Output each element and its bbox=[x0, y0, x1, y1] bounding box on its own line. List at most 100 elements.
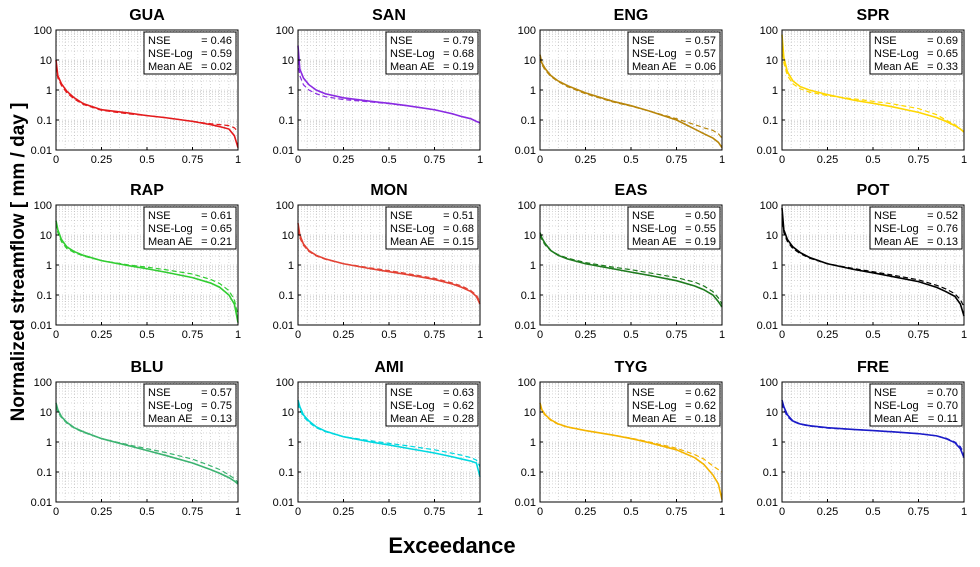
x-tick-label: 0.5 bbox=[139, 506, 154, 518]
series-simulated-line bbox=[297, 229, 481, 302]
y-tick-label: 0.01 bbox=[757, 145, 778, 157]
stat-value: = 0.13 bbox=[201, 413, 232, 425]
x-tick-label: 1 bbox=[235, 329, 241, 341]
x-tick-label: 1 bbox=[235, 506, 241, 518]
panel-eas: EAS 0 0.25 0.5 0.75 1 0.01 0.1 1 10 100 NSE = 0.50 NS… bbox=[515, 182, 725, 341]
x-tick-label: 0 bbox=[295, 154, 301, 166]
x-tick-label: 0.5 bbox=[139, 329, 154, 341]
y-tick-label: 10 bbox=[282, 230, 294, 242]
series-observed-line bbox=[539, 402, 723, 500]
stat-value: = 0.65 bbox=[201, 223, 232, 235]
y-tick-label: 10 bbox=[766, 55, 778, 67]
stat-label: NSE-Log bbox=[874, 223, 919, 235]
x-tick-label: 0 bbox=[53, 506, 59, 518]
series-simulated-line bbox=[55, 66, 239, 133]
x-tick-label: 0.25 bbox=[817, 154, 838, 166]
y-tick-label: 0.01 bbox=[273, 320, 294, 332]
series-simulated-line bbox=[539, 57, 723, 139]
x-tick-label: 0.25 bbox=[817, 506, 838, 518]
stat-value: = 0.19 bbox=[443, 61, 474, 73]
stat-label: NSE bbox=[390, 210, 413, 222]
x-tick-label: 1 bbox=[961, 506, 967, 518]
y-tick-label: 10 bbox=[40, 407, 52, 419]
stats-box bbox=[627, 31, 721, 75]
stat-label: NSE-Log bbox=[632, 400, 677, 412]
x-tick-label: 1 bbox=[235, 154, 241, 166]
y-tick-label: 0.01 bbox=[757, 497, 778, 509]
x-tick-label: 0.25 bbox=[91, 154, 112, 166]
stat-label: Mean AE bbox=[148, 61, 193, 73]
y-tick-label: 0.1 bbox=[521, 290, 536, 302]
y-tick-label: 1 bbox=[288, 260, 294, 272]
x-tick-label: 1 bbox=[719, 506, 725, 518]
stat-value: = 0.57 bbox=[201, 387, 232, 399]
y-tick-label: 100 bbox=[518, 200, 536, 212]
y-tick-label: 0.01 bbox=[273, 497, 294, 509]
y-tick-label: 10 bbox=[40, 230, 52, 242]
x-tick-label: 0.25 bbox=[333, 329, 354, 341]
x-tick-label: 0.75 bbox=[424, 329, 445, 341]
y-tick-label: 0.1 bbox=[37, 115, 52, 127]
series-observed-line bbox=[781, 399, 965, 458]
panel-eng: ENG 0 0.25 0.5 0.75 1 0.01 0.1 1 10 100 NSE = 0.57 NS… bbox=[515, 7, 725, 166]
stat-value: = 0.76 bbox=[927, 223, 958, 235]
series-simulated-line bbox=[781, 402, 965, 455]
stat-value: = 0.55 bbox=[685, 223, 716, 235]
series-simulated-line bbox=[539, 404, 723, 473]
stats-box bbox=[869, 383, 963, 427]
stat-label: Mean AE bbox=[632, 61, 677, 73]
x-tick-label: 0.5 bbox=[865, 506, 880, 518]
stat-value: = 0.51 bbox=[443, 210, 474, 222]
stat-value: = 0.11 bbox=[928, 413, 958, 425]
stats-box bbox=[869, 31, 963, 75]
series-observed-line bbox=[297, 399, 481, 477]
stats-box bbox=[627, 206, 721, 250]
stat-value: = 0.21 bbox=[201, 236, 232, 248]
x-tick-label: 0.5 bbox=[381, 329, 396, 341]
stats-box bbox=[385, 383, 479, 427]
stat-value: = 0.46 bbox=[201, 35, 232, 47]
series-observed-line bbox=[539, 232, 723, 308]
x-tick-label: 1 bbox=[719, 329, 725, 341]
panel-title: AMI bbox=[374, 359, 403, 376]
stat-label: NSE-Log bbox=[632, 223, 677, 235]
y-tick-label: 1 bbox=[288, 85, 294, 97]
panel-mon: MON 0 0.25 0.5 0.75 1 0.01 0.1 1 10 100 NSE = 0.51 NS… bbox=[273, 182, 483, 341]
x-tick-label: 0.25 bbox=[575, 329, 596, 341]
series-simulated-line bbox=[297, 402, 481, 468]
y-tick-label: 0.1 bbox=[763, 115, 778, 127]
x-tick-label: 0.5 bbox=[381, 154, 396, 166]
stat-label: NSE-Log bbox=[148, 223, 193, 235]
x-tick-label: 1 bbox=[477, 329, 483, 341]
stat-value: = 0.75 bbox=[201, 400, 232, 412]
stat-label: Mean AE bbox=[148, 413, 193, 425]
x-tick-label: 0.75 bbox=[182, 154, 203, 166]
panel-title: BLU bbox=[131, 359, 164, 376]
x-tick-label: 0.5 bbox=[381, 506, 396, 518]
x-tick-label: 0.5 bbox=[865, 329, 880, 341]
stat-value: = 0.02 bbox=[201, 61, 232, 73]
stat-label: NSE bbox=[632, 387, 655, 399]
stats-box bbox=[627, 383, 721, 427]
x-tick-label: 0.25 bbox=[575, 154, 596, 166]
stat-label: NSE bbox=[390, 387, 413, 399]
series-observed-line bbox=[781, 34, 965, 133]
stat-value: = 0.50 bbox=[685, 210, 716, 222]
panel-ami: AMI 0 0.25 0.5 0.75 1 0.01 0.1 1 10 100 NSE = 0.63 NS… bbox=[273, 359, 483, 518]
stat-label: Mean AE bbox=[632, 413, 677, 425]
x-tick-label: 0 bbox=[779, 154, 785, 166]
y-tick-label: 1 bbox=[288, 437, 294, 449]
x-tick-label: 0 bbox=[779, 329, 785, 341]
stat-label: Mean AE bbox=[874, 236, 919, 248]
panel-spr: SPR 0 0.25 0.5 0.75 1 0.01 0.1 1 10 100 NSE = 0.69 NS… bbox=[757, 7, 967, 166]
x-tick-label: 0.75 bbox=[666, 154, 687, 166]
series-simulated-line bbox=[297, 59, 481, 124]
x-tick-label: 1 bbox=[477, 154, 483, 166]
stat-label: NSE-Log bbox=[390, 48, 435, 60]
y-tick-label: 100 bbox=[34, 377, 52, 389]
y-axis-title: Normalized streamflow [ mm / day ] bbox=[8, 103, 29, 422]
x-tick-label: 1 bbox=[719, 154, 725, 166]
stat-label: NSE bbox=[148, 387, 171, 399]
